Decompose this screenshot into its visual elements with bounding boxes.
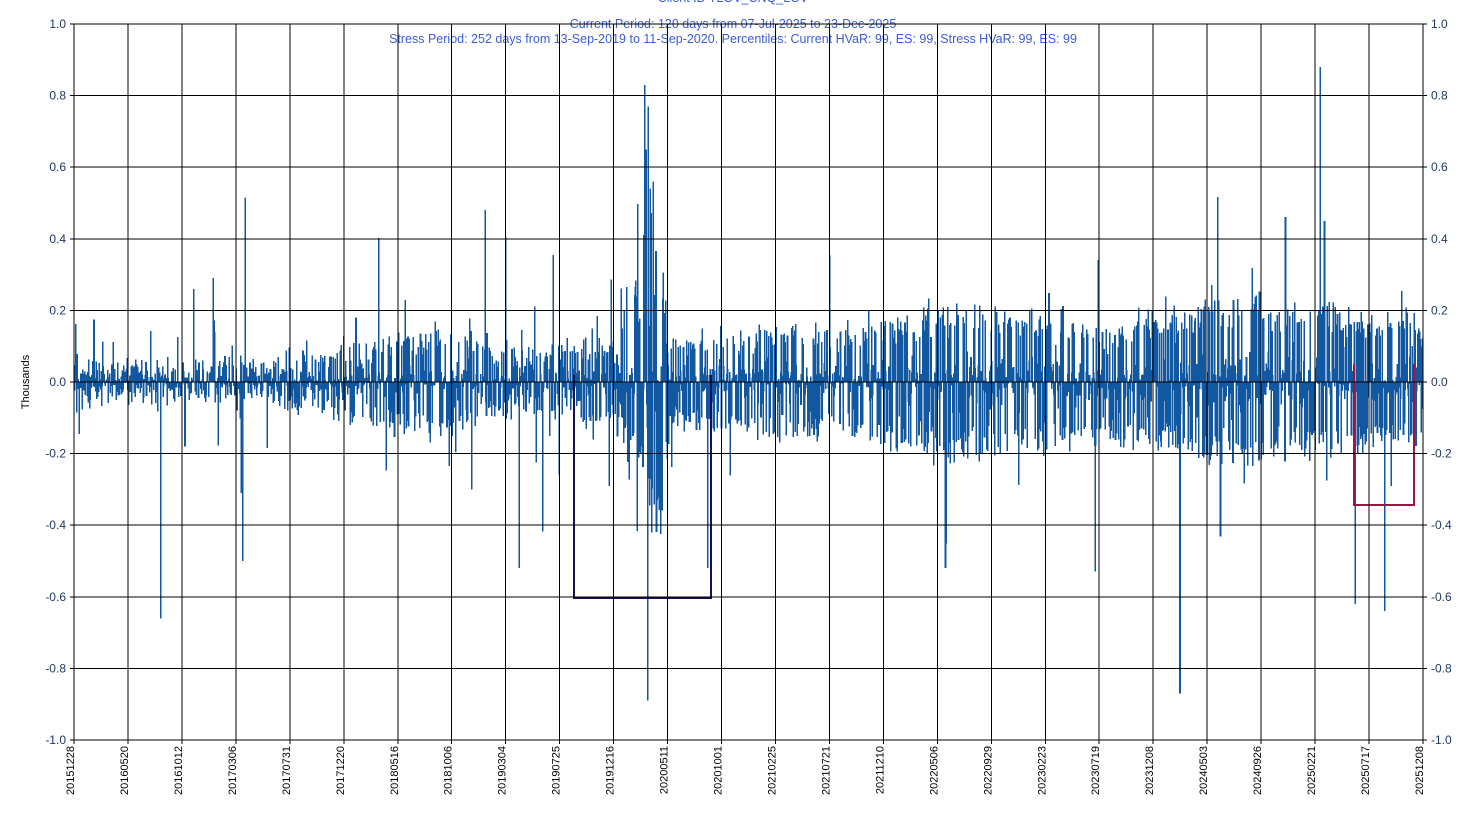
svg-text:20201001: 20201001 [713,746,725,795]
svg-text:20230719: 20230719 [1090,746,1102,795]
svg-text:-0.4: -0.4 [45,518,66,532]
svg-text:20231208: 20231208 [1144,746,1156,795]
svg-text:20200511: 20200511 [659,746,671,794]
svg-text:20240926: 20240926 [1252,746,1264,795]
svg-text:20151228: 20151228 [65,746,77,795]
svg-text:0.2: 0.2 [1431,303,1448,317]
svg-text:0.4: 0.4 [1431,232,1448,246]
svg-text:-0.6: -0.6 [45,590,66,604]
svg-text:Client ID TLOV_CNQ_LOV: Client ID TLOV_CNQ_LOV [658,0,809,5]
svg-text:20180516: 20180516 [389,746,401,795]
svg-text:20170731: 20170731 [281,746,293,795]
svg-text:-0.2: -0.2 [1431,447,1452,461]
svg-text:-1.0: -1.0 [45,733,66,747]
svg-text:20250221: 20250221 [1306,746,1318,795]
svg-text:20240503: 20240503 [1198,746,1210,795]
svg-text:0.8: 0.8 [1431,89,1448,103]
svg-text:20210721: 20210721 [820,746,832,795]
svg-text:0.4: 0.4 [49,232,66,246]
svg-text:20161012: 20161012 [173,746,185,795]
svg-text:-0.4: -0.4 [1431,518,1452,532]
svg-text:-0.2: -0.2 [45,447,66,461]
svg-text:0.6: 0.6 [49,160,66,174]
svg-text:20190304: 20190304 [497,746,509,795]
svg-text:20250717: 20250717 [1360,746,1372,795]
svg-text:20171220: 20171220 [335,746,347,795]
svg-text:-0.6: -0.6 [1431,590,1452,604]
svg-text:1.0: 1.0 [49,17,66,31]
svg-text:20160520: 20160520 [119,746,131,795]
svg-text:-0.8: -0.8 [1431,661,1452,675]
svg-text:-1.0: -1.0 [1431,733,1452,747]
svg-text:0.0: 0.0 [1431,375,1448,389]
svg-text:20230223: 20230223 [1036,746,1048,795]
svg-text:20251208: 20251208 [1414,746,1426,795]
svg-text:1.0: 1.0 [1431,17,1448,31]
svg-text:20170306: 20170306 [227,746,239,795]
svg-text:20191216: 20191216 [605,746,617,795]
svg-text:-0.8: -0.8 [45,661,66,675]
svg-text:20210225: 20210225 [766,746,778,795]
svg-text:20220506: 20220506 [928,746,940,795]
svg-text:0.8: 0.8 [49,89,66,103]
svg-text:20220929: 20220929 [982,746,994,795]
svg-text:20181006: 20181006 [443,746,455,795]
svg-text:0.0: 0.0 [49,375,66,389]
svg-text:20190725: 20190725 [551,746,563,795]
svg-text:0.6: 0.6 [1431,160,1448,174]
svg-text:0.2: 0.2 [49,303,66,317]
svg-text:Stress Period: 252 days from 1: Stress Period: 252 days from 13-Sep-2019… [389,32,1077,46]
svg-text:20211210: 20211210 [874,746,886,794]
svg-text:Thousands: Thousands [20,354,32,409]
